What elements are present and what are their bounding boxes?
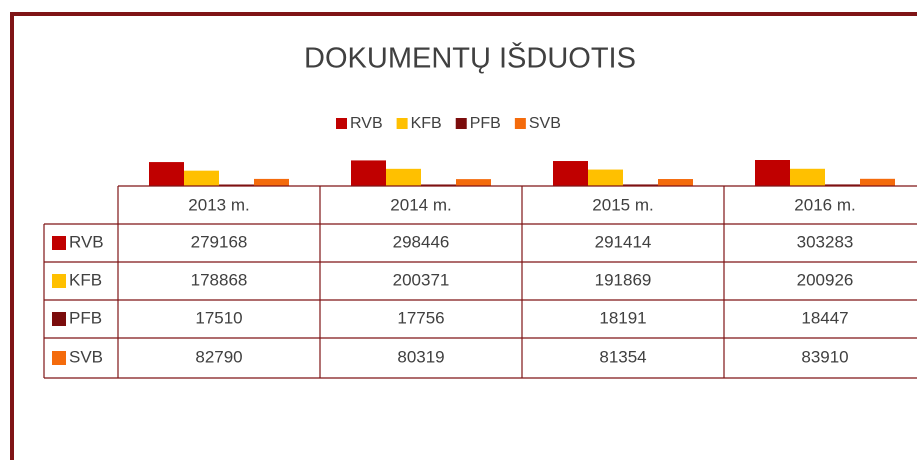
frame: [10, 12, 917, 460]
bar: [825, 184, 860, 186]
row-header: SVB: [69, 347, 103, 366]
table-cell: 83910: [801, 347, 848, 366]
bar: [658, 179, 693, 186]
row-header: PFB: [69, 308, 102, 327]
table-cell: 18191: [599, 308, 646, 327]
table-cell: 200926: [797, 270, 854, 289]
legend-swatch: [396, 118, 408, 129]
bar: [219, 184, 254, 186]
bar: [860, 178, 895, 186]
table-cell: 279168: [191, 232, 248, 251]
bar: [553, 161, 588, 186]
table-cell: 303283: [797, 232, 854, 251]
table-cell: 178868: [191, 270, 248, 289]
legend-key: [52, 236, 66, 250]
bar: [790, 168, 825, 186]
table-cell: 17510: [195, 308, 242, 327]
row-header: KFB: [69, 270, 102, 289]
bar: [456, 179, 491, 186]
chart-title: DOKUMENTŲ IŠDUOTIS: [304, 41, 636, 75]
legend-label: KFB: [411, 115, 442, 132]
table-cell: 81354: [599, 347, 646, 366]
table-cell: 80319: [397, 347, 444, 366]
legend-swatch: [514, 118, 526, 129]
legend-key: [52, 274, 66, 288]
bar: [755, 160, 790, 186]
table-cell: 18447: [801, 308, 848, 327]
bar: [421, 184, 456, 186]
bar: [184, 170, 219, 186]
column-header: 2016 m.: [794, 195, 855, 214]
bar: [351, 160, 386, 186]
row-header: RVB: [69, 232, 104, 251]
bar: [254, 178, 289, 186]
column-header: 2014 m.: [390, 195, 451, 214]
bar: [386, 168, 421, 186]
bar: [588, 169, 623, 186]
bar: [149, 162, 184, 186]
legend-swatch: [455, 118, 467, 129]
table-cell: 82790: [195, 347, 242, 366]
legend-label: PFB: [470, 115, 501, 132]
table-cell: 191869: [595, 270, 652, 289]
bar: [623, 184, 658, 186]
legend-label: RVB: [350, 115, 383, 132]
table-cell: 298446: [393, 232, 450, 251]
column-header: 2013 m.: [188, 195, 249, 214]
table-cell: 200371: [393, 270, 450, 289]
legend-key: [52, 312, 66, 326]
legend-swatch: [336, 118, 347, 129]
legend-label: SVB: [529, 115, 561, 132]
table-cell: 291414: [595, 232, 652, 251]
legend-key: [52, 351, 66, 365]
column-header: 2015 m.: [592, 195, 653, 214]
table-cell: 17756: [397, 308, 444, 327]
